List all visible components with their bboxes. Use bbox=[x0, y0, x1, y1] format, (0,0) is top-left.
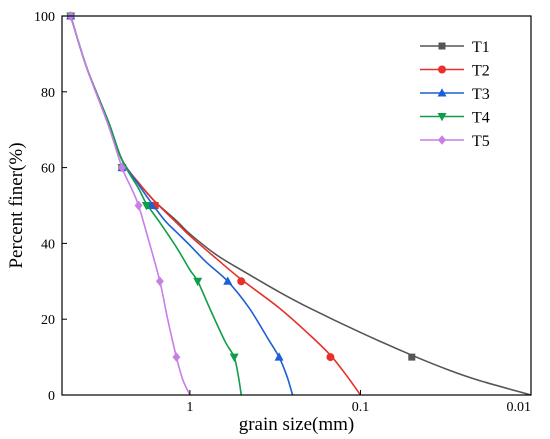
y-tick-label: 20 bbox=[41, 313, 55, 328]
legend-label-t4: T4 bbox=[472, 110, 490, 127]
legend-label-t5: T5 bbox=[472, 133, 490, 150]
legend-item-t4: T4 bbox=[420, 110, 490, 127]
series-line-t5 bbox=[69, 15, 191, 396]
legend: T1 T2 T3 T4 T5 bbox=[420, 39, 490, 150]
legend-label-t2: T2 bbox=[472, 63, 490, 80]
y-tick-label: 80 bbox=[41, 86, 55, 101]
x-tick-label: 0.1 bbox=[352, 400, 370, 415]
y-tick-label: 40 bbox=[41, 237, 55, 252]
y-axis-title: Percent finer(%) bbox=[6, 142, 27, 268]
data-point-t1 bbox=[408, 353, 416, 361]
legend-item-t5: T5 bbox=[420, 133, 490, 150]
legend-label-t1: T1 bbox=[472, 39, 490, 56]
series-line-t4 bbox=[69, 15, 243, 396]
legend-item-t2: T2 bbox=[420, 63, 490, 80]
data-point-t3 bbox=[274, 352, 284, 361]
legend-marker-t2 bbox=[438, 65, 446, 74]
legend-marker-t3 bbox=[437, 88, 447, 97]
y-tick-label: 100 bbox=[34, 10, 55, 25]
data-point-t5 bbox=[155, 276, 164, 287]
plot-frame bbox=[61, 15, 532, 396]
x-axis-title: grain size(mm) bbox=[239, 414, 355, 435]
series-t3 bbox=[66, 11, 294, 396]
legend-marker-t5 bbox=[438, 135, 446, 145]
data-point-t2 bbox=[326, 353, 335, 362]
series-line-t2 bbox=[69, 15, 362, 396]
series-line-t3 bbox=[69, 15, 294, 396]
x-tick-label: 0.01 bbox=[507, 400, 532, 415]
ticks-layer: 0 20 40 60 80 100 1 0.1 0.01 bbox=[34, 10, 532, 415]
legend-label-t3: T3 bbox=[472, 86, 490, 103]
data-point-t5 bbox=[118, 162, 127, 173]
legend-marker-t4 bbox=[437, 113, 447, 122]
y-tick-label: 0 bbox=[48, 389, 55, 404]
data-point-t2 bbox=[237, 277, 246, 286]
y-tick-label: 60 bbox=[41, 162, 55, 177]
legend-item-t3: T3 bbox=[420, 86, 490, 103]
legend-marker-t1 bbox=[438, 42, 446, 50]
data-point-t5 bbox=[172, 352, 181, 362]
data-point-t4 bbox=[141, 202, 151, 211]
x-tick-label: 1 bbox=[186, 400, 193, 415]
data-point-t4 bbox=[229, 353, 239, 362]
series-layer bbox=[66, 11, 532, 396]
series-t2 bbox=[66, 12, 362, 396]
series-t5 bbox=[66, 11, 191, 396]
data-point-t5 bbox=[134, 200, 143, 211]
data-point-t3 bbox=[223, 276, 233, 285]
legend-item-t1: T1 bbox=[420, 39, 490, 56]
data-point-t4 bbox=[193, 277, 203, 287]
